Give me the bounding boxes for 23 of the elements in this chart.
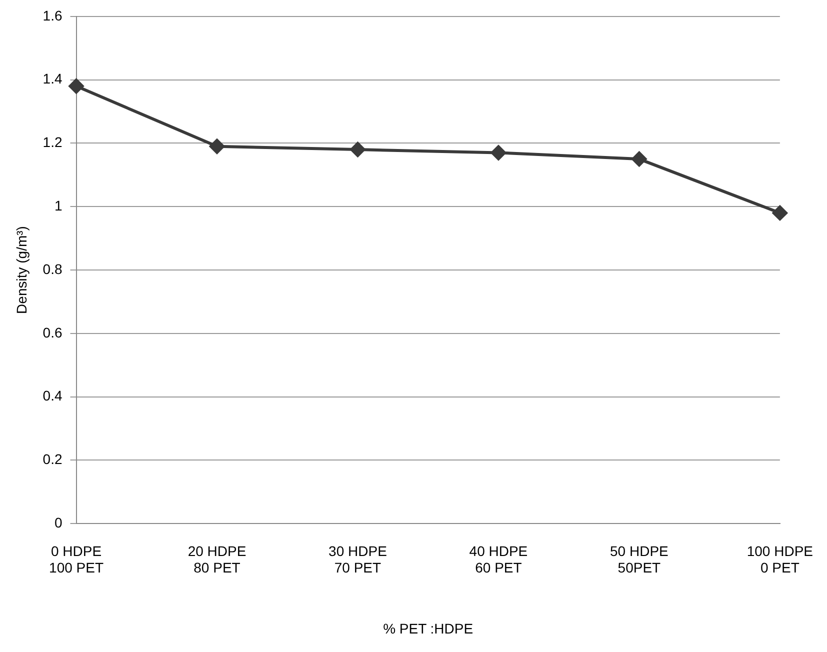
point (772, 205, 788, 220)
y-tick-label: 1.2 (42, 134, 62, 150)
y-tick-label: 0.4 (42, 388, 62, 404)
point (490, 145, 506, 160)
x-axis-title: % PET :HDPE (383, 620, 474, 636)
x-tick-label: 50 HDPE 50PET (610, 542, 668, 576)
x-tick-label: 100 HDPE 0 PET (746, 542, 814, 576)
y-tick-label: 1.4 (42, 70, 62, 87)
x-tick-label: 30 HDPE 70 PET (328, 542, 387, 576)
x-tick-label: 0 HDPE 100 PET (49, 542, 104, 576)
y-tick-label: 1 (54, 197, 62, 214)
point (68, 78, 84, 94)
point (350, 142, 366, 158)
y-tick-label: 0 (54, 514, 62, 530)
y-tick-label: 0.6 (42, 324, 62, 340)
point (209, 138, 224, 154)
y-axis-title: Density (g/m³) (13, 226, 30, 314)
x-tick-label: 20 HDPE 80 PET (188, 542, 246, 576)
y-tick-label: 0.8 (42, 260, 62, 277)
y-tick-label: 0.2 (42, 451, 62, 468)
y-tick-label: 1.6 (42, 7, 62, 24)
x-tick-label: 40 HDPE 60 PET (469, 542, 528, 576)
point (632, 152, 647, 167)
